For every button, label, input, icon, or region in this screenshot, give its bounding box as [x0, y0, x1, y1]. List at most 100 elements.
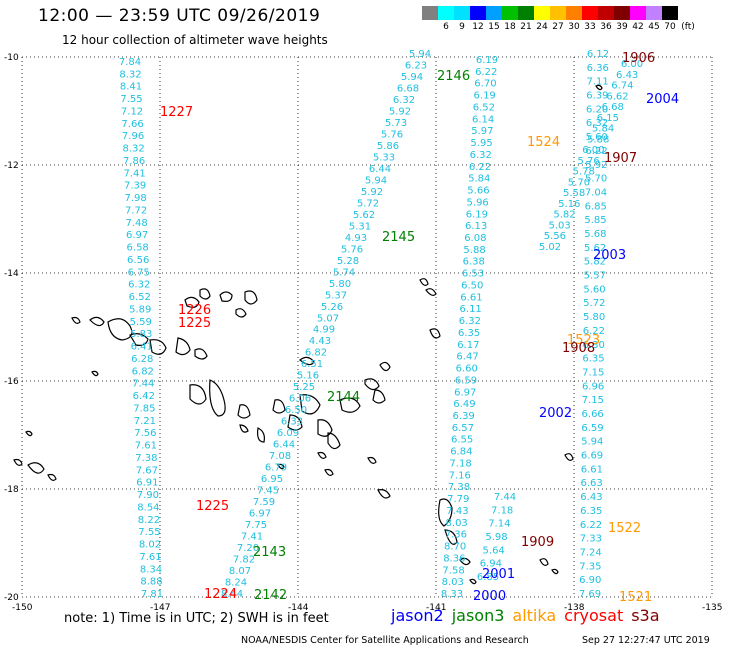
scale-label: 15: [488, 22, 500, 32]
wave-height-value: 6.14: [472, 114, 494, 125]
island-outline: [419, 278, 429, 286]
wave-height-value: 6.50: [285, 405, 307, 416]
pass-id-label: 1226: [178, 303, 211, 318]
wave-height-value: 8.41: [120, 82, 142, 93]
wave-height-value: 7.11: [586, 77, 608, 88]
wave-height-value: 6.42: [133, 391, 155, 402]
wave-height-value: 7.66: [121, 119, 143, 130]
wave-height-value: 6.96: [582, 381, 604, 392]
wave-height-value: 7.58: [442, 565, 464, 576]
wave-height-value: 6.22: [475, 67, 497, 78]
wave-height-value: 7.61: [135, 441, 157, 452]
wave-height-value: 5.92: [389, 106, 411, 117]
wave-height-value: 6.59: [455, 375, 477, 386]
wave-height-value: 6.12: [587, 49, 609, 60]
scale-label: 33: [584, 22, 596, 32]
wave-height-value: 8.03: [446, 518, 468, 529]
wave-height-value: 5.33: [373, 152, 395, 163]
wave-height-value: 8.44: [221, 589, 243, 600]
wave-height-value: 6.59: [581, 423, 603, 434]
wave-height-value: 7.36: [445, 530, 467, 541]
wave-height-value: 6.32: [586, 118, 608, 129]
pass-id-label: 2002: [539, 406, 572, 421]
wave-height-value: 8.88: [140, 577, 162, 588]
wave-height-value: 7.39: [124, 181, 146, 192]
island-outline: [91, 370, 99, 377]
wave-height-value: 7.55: [138, 527, 160, 538]
chart-subtitle: 12 hour collection of altimeter wave hei…: [62, 33, 328, 47]
island-outline: [377, 489, 391, 499]
satellite-legend-item: jason3: [451, 606, 505, 625]
wave-height-value: 5.59: [130, 317, 152, 328]
wave-height-value: 6.32: [459, 316, 481, 327]
scale-unit: (ft): [681, 22, 695, 32]
wave-height-value: 6.49: [453, 399, 475, 410]
wave-height-value: 7.08: [269, 451, 291, 462]
wave-height-value: 6.09: [277, 428, 299, 439]
wave-height-value: 5.94: [409, 49, 431, 60]
island-outline: [364, 378, 380, 391]
pass-id-label: 2143: [253, 545, 286, 560]
scale-swatch: [438, 6, 454, 20]
wave-height-value: 5.80: [583, 312, 605, 323]
wave-height-value: 7.35: [579, 561, 601, 572]
scale-label: 21: [520, 22, 532, 32]
wave-height-value: 5.25: [293, 382, 315, 393]
scale-label: 12: [472, 22, 484, 32]
wave-height-value: 5.92: [361, 187, 383, 198]
pass-id-label: 1908: [562, 341, 595, 356]
scale-swatch: [470, 6, 486, 20]
wave-height-value: 7.45: [257, 486, 279, 497]
island-outline: [47, 473, 57, 481]
wave-height-value: 6.97: [126, 230, 148, 241]
longitude-label: -147: [150, 603, 170, 613]
wave-height-value: 6.20: [586, 104, 608, 115]
island-outline: [539, 558, 549, 566]
wave-height-value: 8.22: [138, 515, 160, 526]
generation-timestamp: Sep 27 12:27:47 UTC 2019: [582, 635, 710, 646]
wave-height-value: 6.00: [621, 59, 643, 70]
scale-label: 9: [459, 22, 465, 32]
wave-height-value: 6.32: [470, 150, 492, 161]
scale-label: 30: [568, 22, 580, 32]
wave-height-value: 7.12: [121, 106, 143, 117]
wave-height-value: 6.19: [476, 55, 498, 66]
scale-label: 27: [552, 22, 564, 32]
wave-height-value: 7.85: [133, 403, 155, 414]
island-outline: [425, 288, 437, 296]
island-outline: [379, 361, 391, 372]
wave-height-value: 5.83: [130, 329, 152, 340]
wave-height-value: 5.96: [467, 197, 489, 208]
wave-height-value: 5.94: [581, 437, 603, 448]
wave-height-value: 7.48: [126, 218, 148, 229]
island-outline: [299, 356, 315, 366]
island-outline: [189, 384, 207, 405]
wave-height-value: 8.03: [442, 577, 464, 588]
longitude-label: -135: [702, 603, 722, 613]
scale-swatch: [646, 6, 662, 20]
wave-height-value: 6.53: [462, 269, 484, 280]
island-outline: [199, 288, 211, 300]
wave-height-value: 7.20: [237, 543, 259, 554]
wave-height-value: 6.91: [136, 478, 158, 489]
wave-height-value: 6.38: [463, 257, 485, 268]
wave-height-value: 5.16: [297, 371, 319, 382]
wave-height-value: 5.85: [584, 215, 606, 226]
wave-height-value: 5.94: [401, 72, 423, 83]
wave-height-value: 7.86: [123, 156, 145, 167]
wave-height-value: 6.22: [585, 146, 607, 157]
wave-height-value: 5.88: [587, 134, 609, 145]
wave-height-value: 6.68: [397, 83, 419, 94]
wave-height-value: 8.33: [441, 589, 463, 600]
wave-height-value: 5.26: [321, 302, 343, 313]
wave-height-value: 6.41: [131, 342, 153, 353]
wave-height-value: 5.73: [385, 118, 407, 129]
wave-height-value: 6.33: [281, 417, 303, 428]
wave-height-value: 8.32: [119, 69, 141, 80]
latitude-label: -20: [4, 593, 19, 603]
island-outline: [429, 328, 441, 339]
wave-height-value: 6.97: [249, 509, 271, 520]
island-outline: [107, 318, 133, 341]
wave-height-value: 6.52: [129, 292, 151, 303]
pass-labels: 1227122612251225122421462145214421432142…: [160, 51, 679, 605]
